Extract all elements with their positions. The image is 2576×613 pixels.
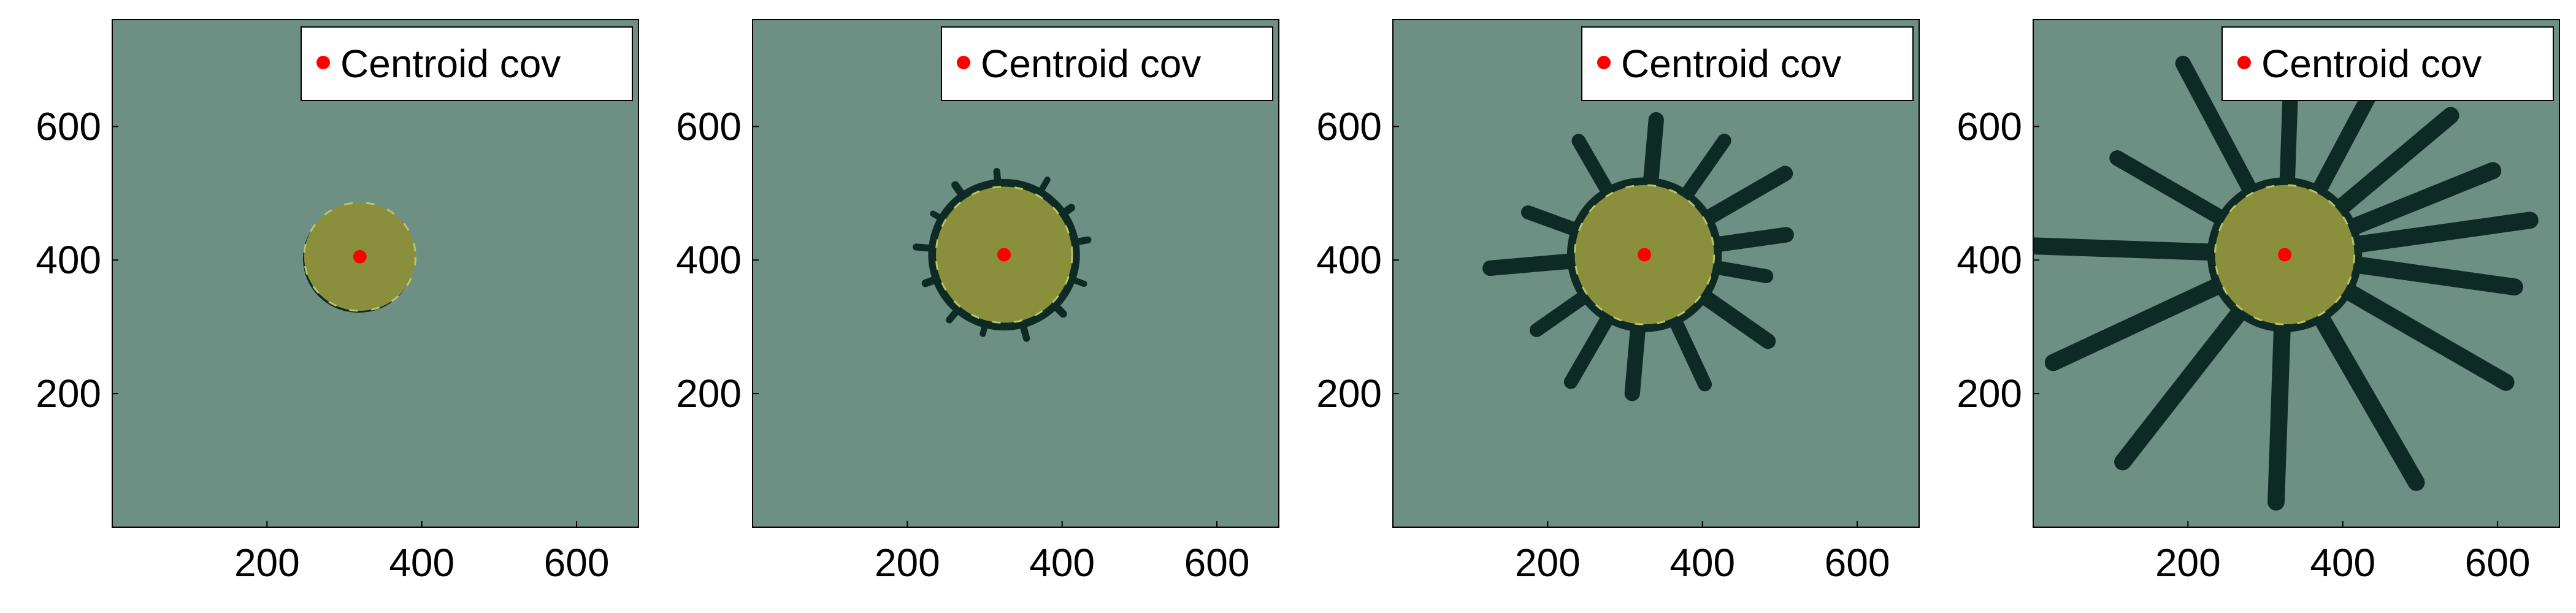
legend-box [941,26,1273,101]
x-tick-label: 400 [2310,541,2375,585]
x-tick-label: 600 [2465,541,2531,585]
invasion-strand [2331,162,2502,242]
y-tick-label: 200 [36,371,101,416]
legend: Centroid cov [941,26,1273,101]
y-tick-label: 200 [676,371,742,416]
x-tick-label: 600 [544,541,610,585]
x-tick-label: 600 [1825,541,1890,585]
legend-label: Centroid cov [2261,42,2482,86]
y-tick-label: 200 [1957,371,2022,416]
x-tick-label: 400 [1669,541,1735,585]
legend-marker [1597,56,1611,69]
centroid-point [2278,248,2292,262]
legend: Centroid cov [2221,26,2554,101]
y-tick-label: 400 [676,238,742,282]
image-layer [1482,112,1794,402]
panel-1: 200 400 600 200 400 600 Centroid cov [36,19,639,585]
x-tick-label: 400 [389,541,454,585]
panel-2: 200 400 600 200 400 600 Centroid cov [676,19,1279,585]
invasion-strand [2327,275,2515,391]
x-tick-label: 400 [1029,541,1095,585]
legend-marker [957,56,970,69]
x-tick-label: 600 [1184,541,1250,585]
x-tick-label: 200 [875,541,940,585]
y-tick-label: 600 [676,104,742,148]
legend-box [1581,26,1914,101]
axes-frame [112,19,639,528]
invasion-strand [2267,305,2291,511]
legend: Centroid cov [1581,26,1914,101]
x-tick-label: 200 [1515,541,1581,585]
axes-frame [2033,19,2560,528]
invasion-strand [2114,292,2257,471]
legend-marker [316,56,330,69]
invasion-strand [2109,150,2242,233]
axes-frame [1392,19,1920,528]
invasion-strand [2321,107,2459,226]
invasion-strand [2334,254,2523,296]
x-tick-label: 200 [2155,541,2221,585]
y-tick-label: 600 [1957,104,2022,148]
panel-4: 200 400 600 200 400 600 Centroid cov [1957,19,2560,585]
legend-label: Centroid cov [981,42,1201,86]
legend-box [301,26,633,101]
invasion-strand [2044,271,2240,371]
image-layer [2033,50,2539,511]
legend-box [2221,26,2554,101]
y-tick-label: 200 [1316,371,1382,416]
legend: Centroid cov [301,26,633,101]
invasion-strand [2334,211,2539,255]
x-tick-label: 200 [234,541,300,585]
image-layer [913,168,1092,342]
y-tick-label: 600 [36,104,101,148]
axes-frame [752,19,1279,528]
y-tick-label: 400 [1316,238,1382,282]
invasion-strand [2033,237,2234,262]
y-tick-label: 400 [36,238,101,282]
centroid-point [997,248,1011,262]
centroid-point [353,249,367,264]
legend-marker [2237,56,2251,69]
image-layer [302,201,417,313]
legend-label: Centroid cov [340,42,561,86]
y-tick-label: 600 [1316,104,1382,148]
invasion-strand [2306,297,2425,491]
y-tick-label: 400 [1957,238,2022,282]
centroid-point [1638,248,1652,262]
invasion-strand [2175,55,2265,210]
panel-3: 200 400 600 200 400 600 Centroid cov [1316,19,1920,585]
legend-label: Centroid cov [1621,42,1841,86]
